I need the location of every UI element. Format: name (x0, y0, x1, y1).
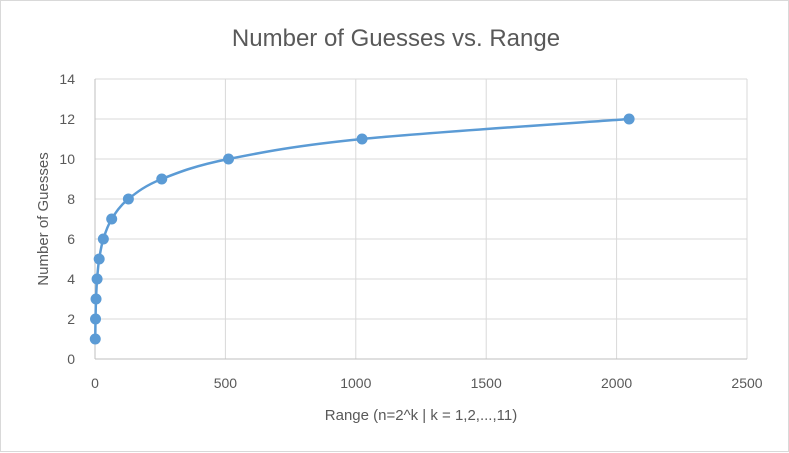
y-tick-label: 6 (67, 231, 75, 247)
data-point (223, 153, 235, 165)
y-tick-label: 0 (67, 351, 75, 367)
axes (94, 79, 747, 360)
y-tick-label: 4 (67, 271, 75, 287)
data-point (97, 233, 109, 245)
x-tick-label: 2000 (601, 375, 632, 391)
x-axis-label: Range (n=2^k | k = 1,2,...,11) (325, 407, 517, 424)
data-point (623, 113, 635, 125)
y-tick-label: 8 (67, 191, 75, 207)
data-point (91, 273, 103, 285)
data-point (89, 333, 101, 345)
y-tick-label: 2 (67, 311, 75, 327)
y-tick-labels: 0 2 4 6 8 10 12 14 (59, 71, 75, 367)
x-tick-labels: 0 500 1000 1500 2000 2500 (91, 375, 763, 391)
x-tick-label: 0 (91, 375, 99, 391)
data-point (106, 213, 118, 225)
x-tick-label: 2500 (731, 375, 762, 391)
chart-title: Number of Guesses vs. Range (232, 25, 560, 52)
data-point (90, 293, 102, 305)
y-tick-label: 10 (59, 151, 75, 167)
data-point (122, 193, 134, 205)
series-line (94, 117, 630, 340)
data-point (156, 173, 168, 185)
x-tick-label: 1500 (471, 375, 502, 391)
data-point (90, 313, 102, 325)
y-tick-label: 12 (59, 111, 75, 127)
data-series (89, 113, 635, 345)
y-axis-label: Number of Guesses (35, 152, 52, 285)
x-tick-label: 500 (214, 375, 238, 391)
x-tick-label: 1000 (340, 375, 371, 391)
data-point (93, 253, 105, 265)
data-point (356, 133, 368, 145)
y-tick-label: 14 (59, 71, 75, 87)
gridlines (95, 78, 748, 359)
